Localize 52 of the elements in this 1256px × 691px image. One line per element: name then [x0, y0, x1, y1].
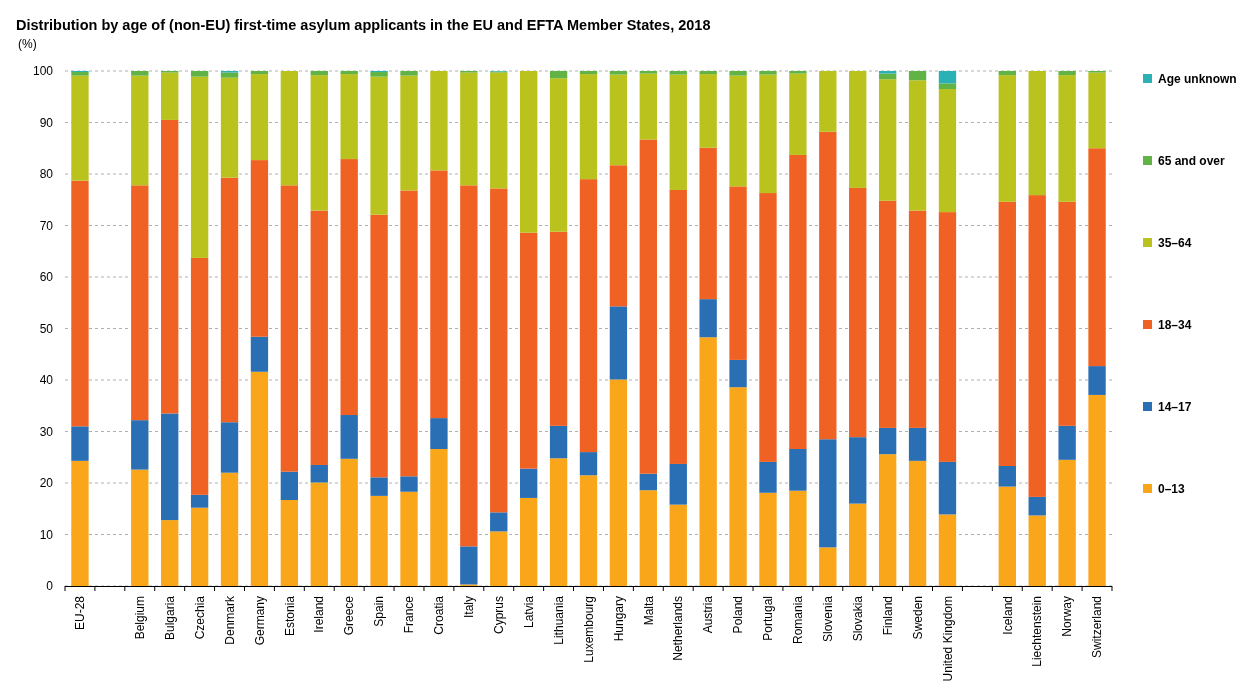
x-tick-label: Luxembourg — [581, 596, 596, 663]
y-tick-label: 50 — [39, 321, 54, 336]
x-tick-label: Malta — [641, 595, 656, 626]
x-tick-label: Ireland — [312, 596, 327, 633]
x-tick-label: France — [402, 595, 417, 634]
chart-title: Distribution by age of (non-EU) first-time asylum applicants in the EU and EFTA Member States, 2018 — [16, 17, 711, 33]
x-tick-label: Norway — [1060, 596, 1075, 637]
x-tick-label: Austria — [701, 595, 716, 634]
x-tick-label: Iceland — [1000, 596, 1015, 635]
legend-label: 18–34 — [1158, 318, 1192, 333]
x-tick-label: Liechtenstein — [1030, 596, 1045, 667]
legend-label: Age unknown — [1158, 72, 1237, 87]
x-tick-label: Lithuania — [551, 595, 566, 645]
x-tick-label: Netherlands — [671, 596, 686, 661]
legend-label: 35–64 — [1158, 236, 1192, 251]
x-tick-label: Romania — [791, 595, 806, 645]
x-tick-label: Greece — [342, 595, 357, 636]
y-tick-label: 80 — [39, 167, 54, 182]
x-tick-label: Finland — [880, 596, 895, 636]
x-tick-label: Bulgaria — [162, 595, 177, 641]
y-tick-label: 40 — [39, 373, 54, 388]
x-tick-label: Czechia — [192, 595, 207, 640]
x-tick-label: Cyprus — [491, 596, 506, 635]
x-tick-label: Slovakia — [850, 595, 865, 642]
x-tick-label: Slovenia — [821, 595, 836, 643]
y-tick-label: 90 — [39, 115, 54, 130]
legend-label: 14–17 — [1158, 400, 1192, 415]
x-tick-label: Poland — [731, 596, 746, 634]
y-tick-label: 100 — [32, 64, 54, 79]
y-tick-label: 10 — [39, 527, 54, 542]
y-tick-label: 20 — [39, 476, 54, 491]
x-tick-label: Germany — [252, 596, 267, 646]
y-tick-label: 60 — [39, 270, 54, 285]
x-tick-label: Belgium — [132, 596, 147, 640]
legend-label: 65 and over — [1158, 154, 1226, 169]
y-axis-title: (%) — [18, 37, 37, 51]
x-tick-label: Hungary — [611, 596, 626, 642]
x-tick-label: EU-28 — [73, 595, 88, 631]
y-tick-label: 30 — [39, 424, 54, 439]
x-tick-label: Croatia — [432, 595, 447, 635]
x-tick-label: Sweden — [910, 596, 925, 640]
x-tick-label: Portugal — [761, 596, 776, 641]
x-tick-label: Estonia — [282, 595, 297, 637]
x-tick-label: Spain — [372, 596, 387, 627]
x-tick-label: United Kingdom — [940, 596, 955, 682]
x-tick-label: Switzerland — [1090, 596, 1105, 659]
x-tick-label: Denmark — [222, 595, 237, 645]
legend-label: 0–13 — [1158, 482, 1186, 497]
x-tick-label: Latvia — [521, 595, 536, 629]
x-tick-label: Italy — [462, 596, 477, 619]
y-tick-label: 70 — [39, 218, 54, 233]
y-tick-label: 0 — [46, 579, 54, 594]
